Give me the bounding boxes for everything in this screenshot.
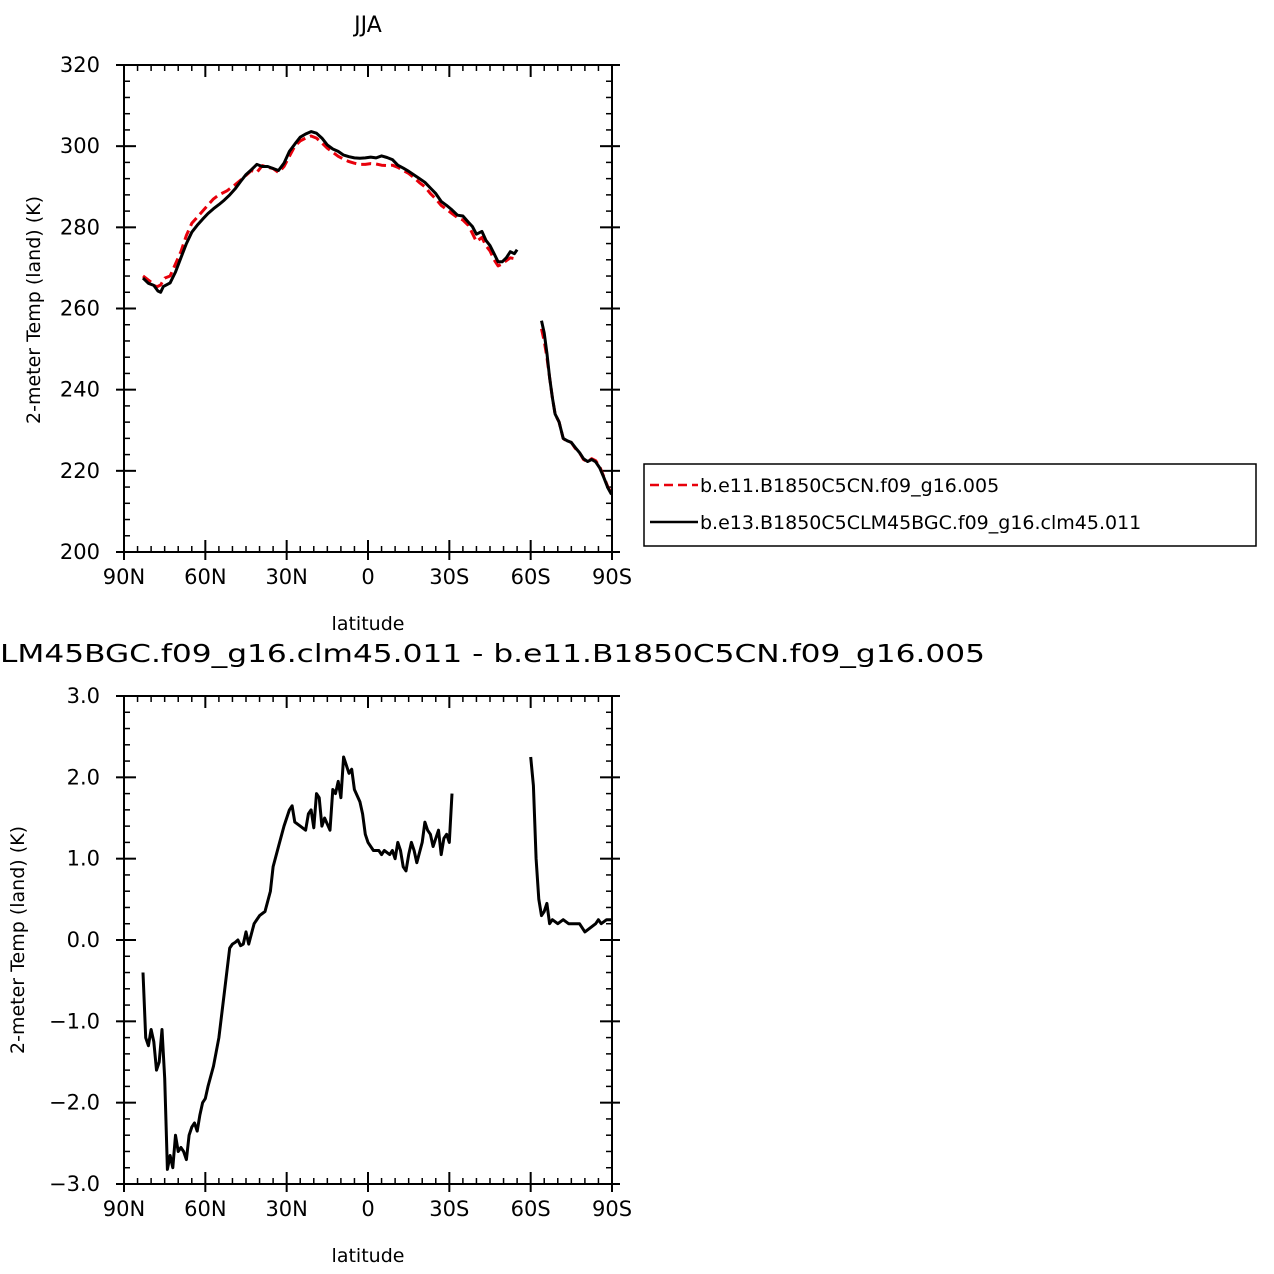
bottom-x-tick-label: 0: [361, 1197, 374, 1221]
bottom-x-tick-label: 60N: [184, 1197, 226, 1221]
top-y-tick-label: 240: [60, 378, 100, 402]
top-y-tick-label: 200: [60, 540, 100, 564]
top-y-tick-label: 320: [60, 53, 100, 77]
legend-label-series-1: b.e11.B1850C5CN.f09_g16.005: [700, 475, 999, 497]
bottom-y-tick-label: 0.0: [67, 928, 100, 952]
bottom-x-tick-label: 90N: [103, 1197, 145, 1221]
top-x-tick-label: 30N: [265, 565, 307, 589]
top-x-tick-label: 60N: [184, 565, 226, 589]
bottom-x-tick-label: 30N: [265, 1197, 307, 1221]
bottom-lines: [141, 755, 612, 1171]
bottom-x-axis-label: latitude: [332, 1245, 405, 1267]
legend-box: [643, 463, 1257, 547]
top-x-tick-label: 60S: [511, 565, 551, 589]
top-x-tick-label: 30S: [429, 565, 469, 589]
top-y-axis-label: 2-meter Temp (land) (K): [23, 196, 45, 424]
top-plot-frame: [123, 64, 613, 553]
bottom-y-tick-label: −2.0: [49, 1091, 100, 1115]
bottom-series-line-1: [141, 755, 454, 1171]
bottom-y-tick-label: 1.0: [67, 847, 100, 871]
bottom-series-line-1: [529, 756, 612, 934]
top-y-tick-label: 260: [60, 297, 100, 321]
bottom-plot-frame: [123, 695, 613, 1185]
top-series-line-2: [141, 130, 519, 294]
legend: b.e11.B1850C5CN.f09_g16.005 b.e13.B1850C…: [643, 463, 1257, 547]
bottom-x-tick-label: 90S: [592, 1197, 632, 1221]
bottom-ticks: 90N 60N 30N 0 30S 60S 90S −3.0 −2.0 −1.0 0.0 1.0 2.0…: [49, 684, 632, 1221]
bottom-y-tick-label: 3.0: [67, 684, 100, 708]
bottom-x-tick-label: 60S: [511, 1197, 551, 1221]
top-panel: JJA 2-meter Temp (land) (K) latitude 90N…: [23, 13, 1257, 635]
bottom-y-tick-label: −3.0: [49, 1172, 100, 1196]
bottom-panel: LM45BGC.f09_g16.clm45.011 - b.e11.B1850C…: [0, 639, 985, 1267]
top-series-line-1: [142, 134, 518, 289]
top-series-line-2: [540, 320, 613, 496]
top-x-axis-label: latitude: [332, 613, 405, 635]
bottom-y-tick-label: −1.0: [49, 1009, 100, 1033]
top-lines: [141, 130, 613, 496]
top-chart-title: JJA: [352, 13, 382, 38]
bottom-y-tick-label: 2.0: [67, 765, 100, 789]
top-y-tick-label: 300: [60, 134, 100, 158]
top-ticks: 90N 60N 30N 0 30S 60S 90S 200 220 240 260 280 300 320: [60, 53, 632, 589]
top-x-tick-label: 90S: [592, 565, 632, 589]
legend-label-series-2: b.e13.B1850C5CLM45BGC.f09_g16.clm45.011: [700, 512, 1141, 534]
top-y-tick-label: 220: [60, 459, 100, 483]
top-x-tick-label: 90N: [103, 565, 145, 589]
bottom-chart-title: LM45BGC.f09_g16.clm45.011 - b.e11.B1850C…: [0, 639, 985, 668]
top-x-tick-label: 0: [361, 565, 374, 589]
bottom-y-axis-label: 2-meter Temp (land) (K): [7, 826, 29, 1054]
top-y-tick-label: 280: [60, 215, 100, 239]
bottom-x-tick-label: 30S: [429, 1197, 469, 1221]
